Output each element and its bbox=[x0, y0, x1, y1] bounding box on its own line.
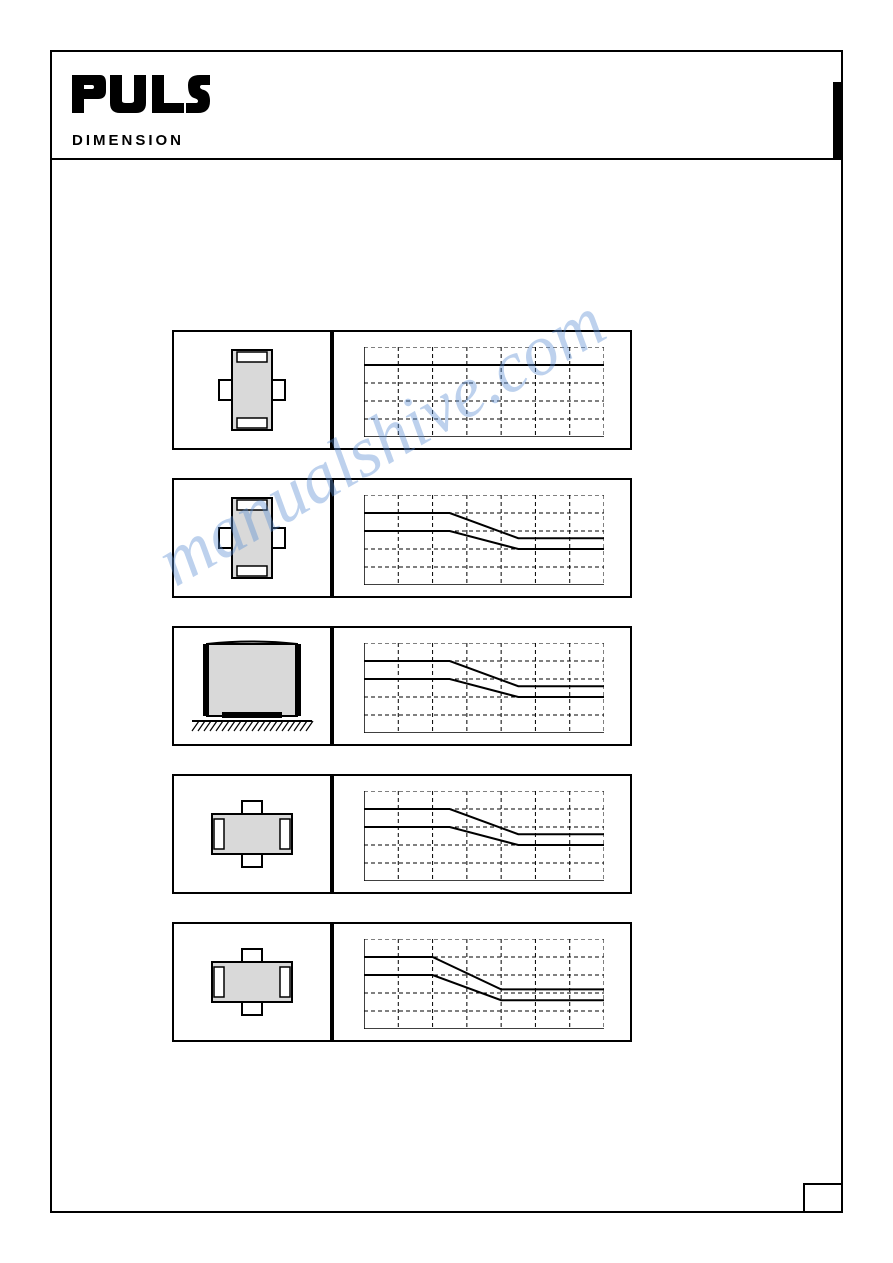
derating-chart bbox=[332, 774, 632, 894]
derating-chart bbox=[332, 922, 632, 1042]
mounting-orientation-icon bbox=[172, 478, 332, 598]
mounting-orientation-icon bbox=[172, 774, 332, 894]
orientation-panel bbox=[172, 774, 632, 894]
chart-plot-area bbox=[364, 347, 604, 437]
header: DIMENSION bbox=[52, 52, 841, 160]
header-tab bbox=[833, 82, 843, 160]
logo bbox=[70, 67, 210, 127]
content-area bbox=[52, 160, 841, 1211]
page-border: DIMENSION bbox=[50, 50, 843, 1213]
orientation-panel bbox=[172, 922, 632, 1042]
subtitle: DIMENSION bbox=[72, 132, 184, 149]
mounting-orientation-icon bbox=[172, 922, 332, 1042]
page-number-box bbox=[803, 1183, 843, 1213]
mounting-orientation-icon bbox=[172, 330, 332, 450]
orientation-panel bbox=[172, 330, 632, 450]
chart-plot-area bbox=[364, 939, 604, 1029]
chart-plot-area bbox=[364, 791, 604, 881]
derating-chart bbox=[332, 626, 632, 746]
chart-plot-area bbox=[364, 495, 604, 585]
derating-chart bbox=[332, 478, 632, 598]
orientation-panel bbox=[172, 478, 632, 598]
mounting-orientation-icon bbox=[172, 626, 332, 746]
orientation-panel bbox=[172, 626, 632, 746]
derating-chart bbox=[332, 330, 632, 450]
chart-plot-area bbox=[364, 643, 604, 733]
